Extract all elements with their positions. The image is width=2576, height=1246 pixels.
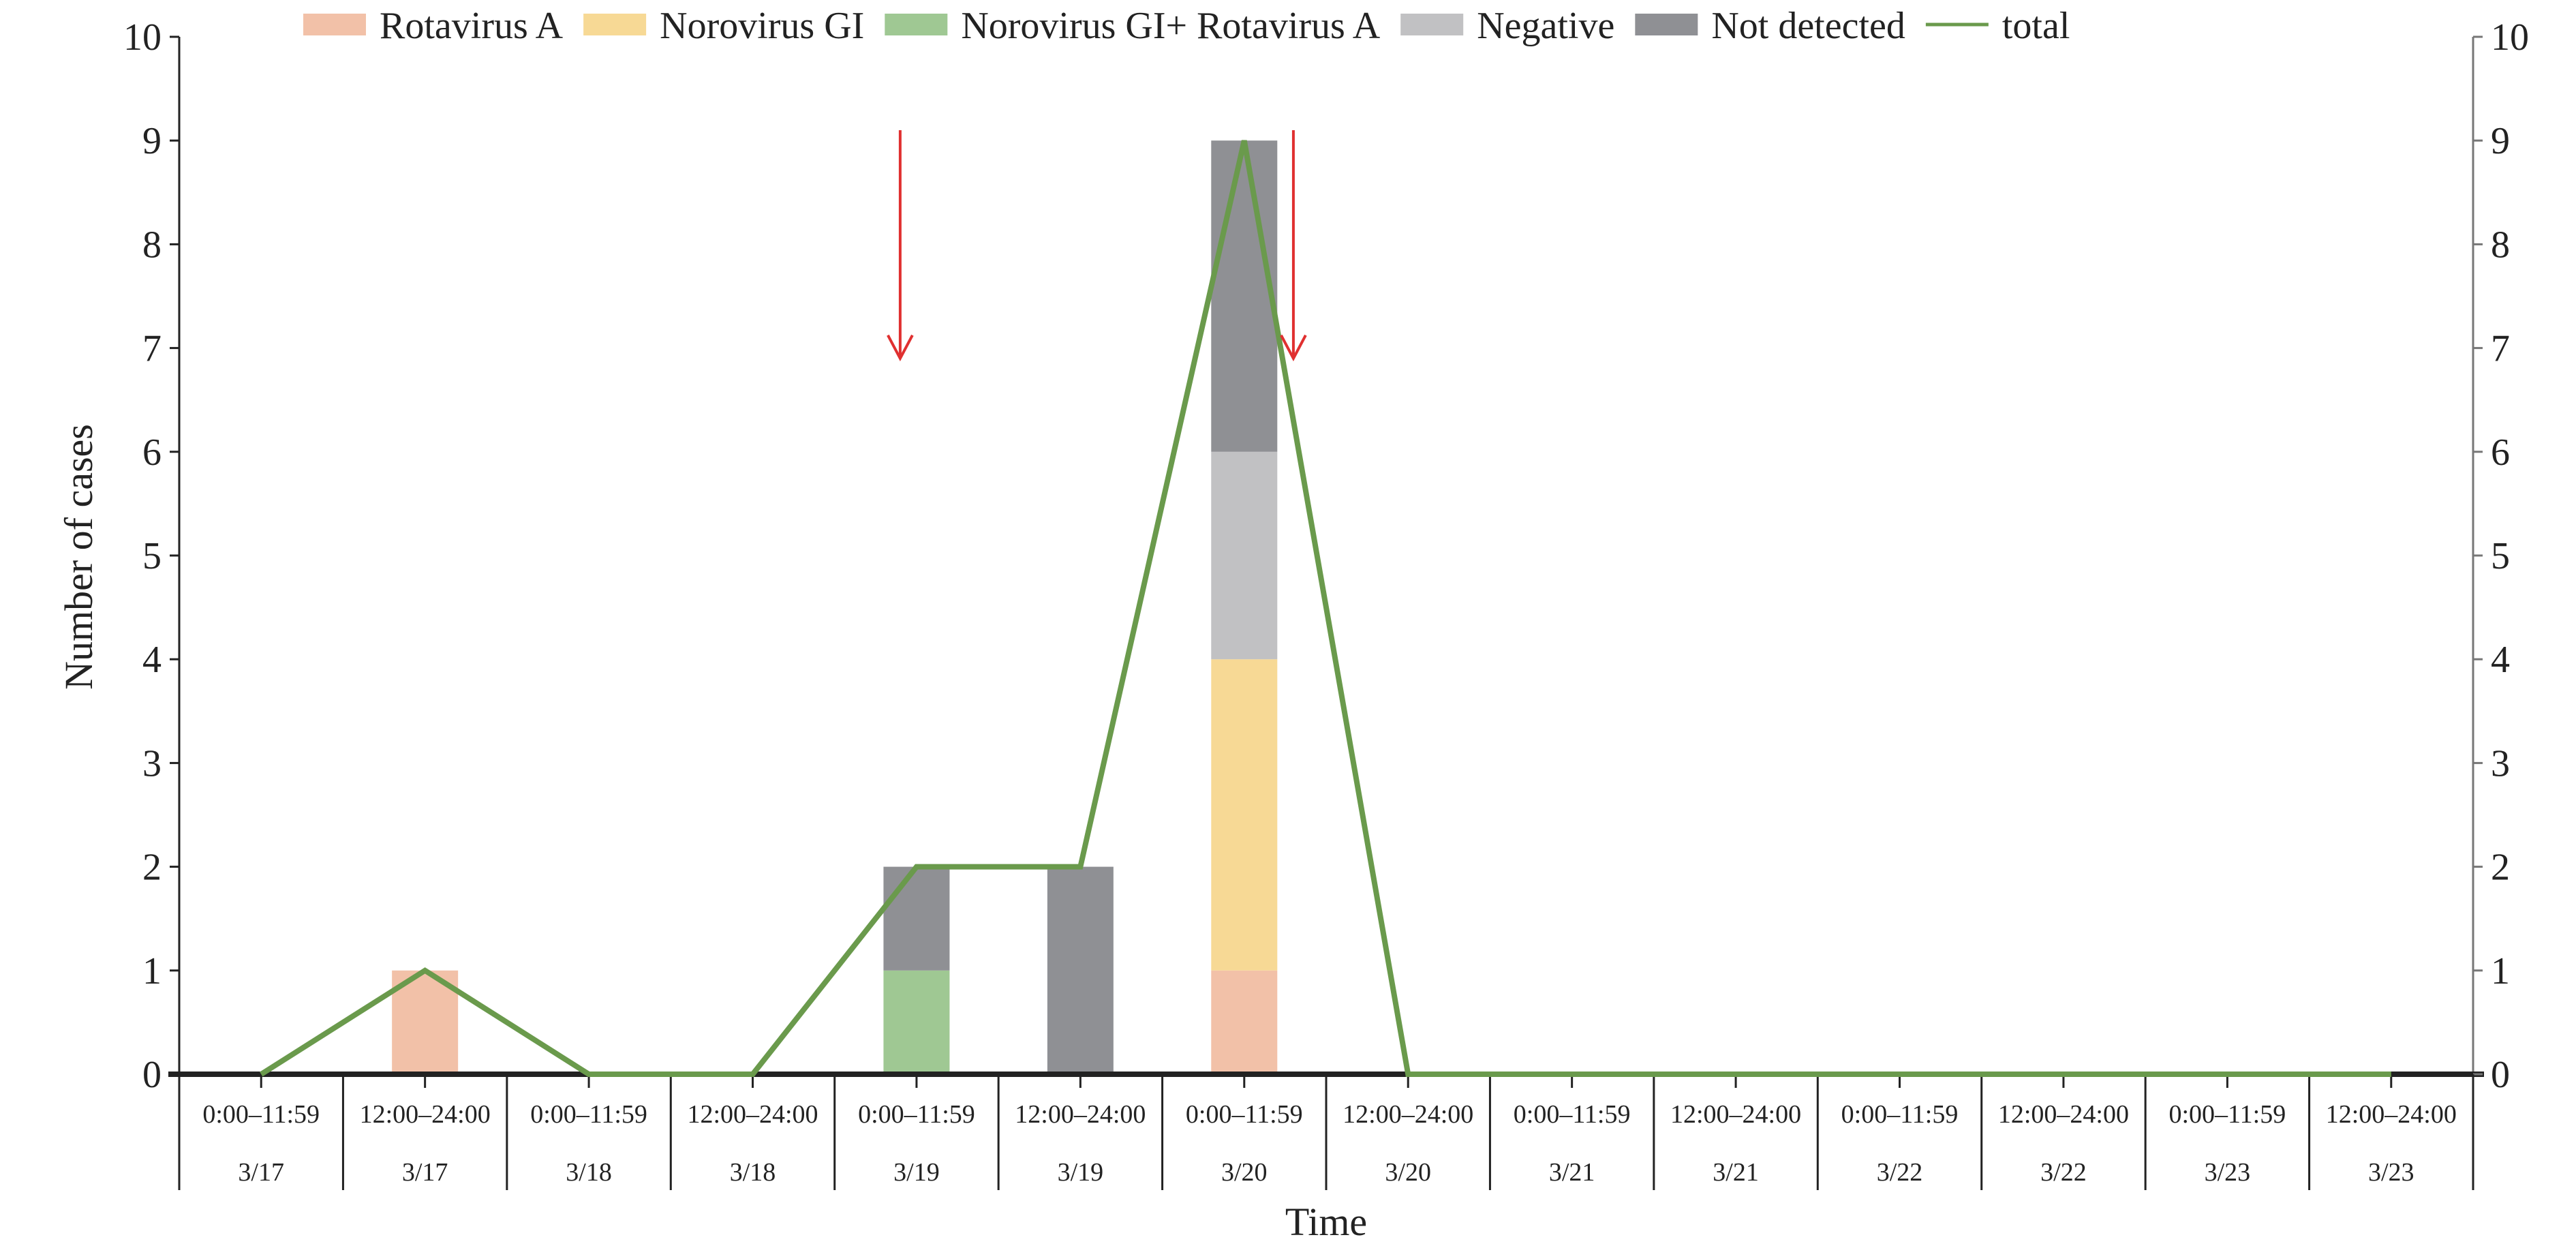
legend-item: Norovirus GI+ Rotavirus A — [885, 5, 1381, 47]
x-tick-label-time: 0:00–11:59 — [1841, 1100, 1959, 1129]
y-tick-label: 6 — [142, 431, 162, 474]
x-tick-label-date: 3/21 — [1713, 1158, 1759, 1187]
y2-tick-label: 9 — [2491, 120, 2510, 162]
legend-label: Rotavirus A — [380, 5, 564, 47]
y-tick-label: 3 — [142, 742, 162, 785]
y2-tick-label: 6 — [2491, 431, 2510, 474]
red-arrow — [1280, 130, 1307, 362]
y2-tick-label: 8 — [2491, 224, 2510, 266]
x-tick-label-time: 12:00–24:00 — [1670, 1100, 1801, 1129]
x-tick-label-time: 12:00–24:00 — [1015, 1100, 1146, 1129]
bar-segment — [1211, 140, 1278, 452]
bar-segment — [1211, 970, 1278, 1074]
legend-swatch — [885, 14, 948, 35]
x-tick-label-date: 3/20 — [1385, 1158, 1431, 1187]
x-tick-label-time: 12:00–24:00 — [360, 1100, 491, 1129]
x-tick-label-date: 3/22 — [1877, 1158, 1923, 1187]
legend-item: Rotavirus A — [303, 5, 564, 47]
annotations — [887, 130, 1307, 362]
x-tick-label-date: 3/19 — [1058, 1158, 1104, 1187]
red-arrow — [887, 130, 914, 362]
y2-tick-label: 10 — [2491, 16, 2529, 59]
x-tick-label-time: 12:00–24:00 — [1343, 1100, 1473, 1129]
y-tick-label: 5 — [142, 535, 162, 577]
arrow-head — [1280, 334, 1307, 362]
legend-label: Not detected — [1711, 5, 1905, 47]
y-tick-label: 9 — [142, 120, 162, 162]
x-tick-label-date: 3/20 — [1221, 1158, 1268, 1187]
x-tick-label-time: 12:00–24:00 — [2326, 1100, 2457, 1129]
x-tick-label-date: 3/19 — [893, 1158, 940, 1187]
x-axis-title: Time — [1285, 1200, 1367, 1244]
y2-tick-label: 1 — [2491, 950, 2510, 992]
y-tick-label: 8 — [142, 224, 162, 266]
x-tick-label-time: 12:00–24:00 — [1998, 1100, 2129, 1129]
total-line — [260, 140, 2391, 1077]
legend-item: Norovirus GI — [583, 5, 864, 47]
y-tick-label: 0 — [142, 1054, 162, 1096]
x-tick-label-time: 0:00–11:59 — [858, 1100, 975, 1129]
x-tick-label-time: 0:00–11:59 — [2168, 1100, 2286, 1129]
legend-item: Negative — [1400, 5, 1614, 47]
y-tick-label: 2 — [142, 847, 162, 889]
y-tick-label: 7 — [142, 328, 162, 370]
bar-segment — [1047, 866, 1114, 1074]
bar-segment — [1211, 451, 1278, 660]
x-tick-label-time: 12:00–24:00 — [687, 1100, 818, 1129]
y-axis-title: Number of cases — [57, 424, 101, 690]
y2-tick-label: 4 — [2491, 639, 2510, 681]
bar-segment — [392, 970, 459, 1074]
x-tick-label-date: 3/17 — [402, 1158, 448, 1187]
y2-tick-label: 2 — [2491, 847, 2510, 889]
axes: 0 0 1 1 2 2 3 3 4 4 5 5 6 6 7 7 8 8 9 9 10 10 0:00–11:59 3/17 12… — [123, 16, 2529, 1190]
legend-label: Norovirus GI+ Rotavirus A — [961, 5, 1380, 47]
y-tick-label: 4 — [142, 639, 162, 681]
legend-label: total — [2002, 5, 2070, 47]
arrow-head — [887, 334, 914, 362]
total-line-path — [260, 140, 2391, 1077]
y2-tick-label: 0 — [2491, 1054, 2510, 1096]
bar-segment — [1211, 659, 1278, 971]
x-tick-label-time: 0:00–11:59 — [202, 1100, 320, 1129]
x-tick-label-date: 3/22 — [2040, 1158, 2087, 1187]
legend: Rotavirus A Norovirus GI Norovirus GI+ Rot… — [303, 5, 2070, 47]
legend-label: Negative — [1477, 5, 1614, 47]
y-tick-label: 10 — [123, 16, 162, 59]
legend-item: Not detected — [1635, 5, 1905, 47]
x-tick-label-date: 3/23 — [2205, 1158, 2251, 1187]
legend-swatch — [303, 14, 366, 35]
x-tick-label-date: 3/18 — [566, 1158, 612, 1187]
x-tick-label-date: 3/18 — [730, 1158, 776, 1187]
x-tick-label-time: 0:00–11:59 — [530, 1100, 647, 1129]
y2-tick-label: 7 — [2491, 328, 2510, 370]
bar-segment — [883, 970, 950, 1074]
x-tick-label-date: 3/17 — [238, 1158, 284, 1187]
legend-swatch — [1635, 14, 1698, 35]
x-tick-label-time: 0:00–11:59 — [1514, 1100, 1631, 1129]
legend-label: Norovirus GI — [660, 5, 864, 47]
bar-segment — [883, 866, 950, 971]
x-tick-label-time: 0:00–11:59 — [1186, 1100, 1303, 1129]
legend-item: total — [1925, 5, 2070, 47]
y2-tick-label: 3 — [2491, 742, 2510, 785]
y-tick-label: 1 — [142, 950, 162, 992]
x-tick-label-date: 3/23 — [2368, 1158, 2414, 1187]
y2-tick-label: 5 — [2491, 535, 2510, 577]
legend-swatch — [1400, 14, 1464, 35]
bars — [392, 140, 1278, 1074]
legend-swatch — [583, 14, 647, 35]
x-tick-label-date: 3/21 — [1549, 1158, 1595, 1187]
